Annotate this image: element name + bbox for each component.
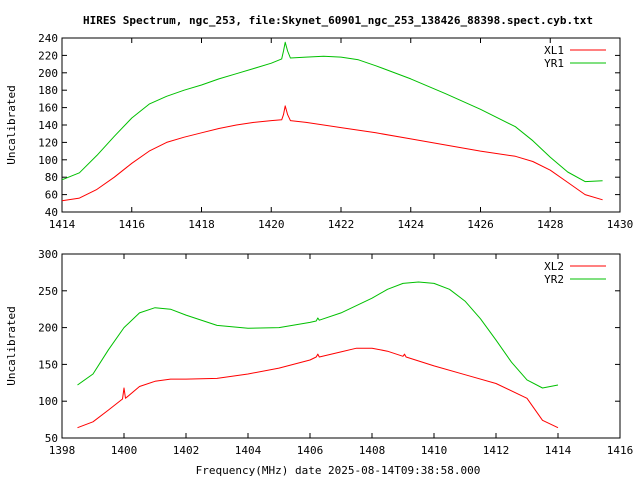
legend-label: XL2	[544, 260, 564, 273]
y-tick-label: 40	[45, 206, 58, 219]
x-tick-label: 1406	[297, 444, 324, 457]
x-tick-label: 1408	[359, 444, 386, 457]
x-tick-label: 1424	[398, 218, 425, 231]
legend-label: YR1	[544, 57, 564, 70]
y-tick-label: 140	[38, 119, 58, 132]
x-tick-label: 1420	[258, 218, 285, 231]
x-tick-label: 1416	[607, 444, 634, 457]
plot-frame	[61, 37, 621, 213]
x-tick-label: 1414	[49, 218, 76, 231]
figure-title: HIRES Spectrum, ngc_253, file:Skynet_609…	[83, 14, 593, 27]
y-tick-label: 80	[45, 171, 58, 184]
y-tick-label: 200	[38, 322, 58, 335]
x-tick-label: 1398	[49, 444, 76, 457]
y-tick-label: 200	[38, 67, 58, 80]
y-tick-label: 300	[38, 248, 58, 261]
x-tick-label: 1428	[537, 218, 564, 231]
series-line-yr1	[61, 41, 603, 183]
y-tick-label: 240	[38, 32, 58, 45]
x-tick-label: 1404	[235, 444, 262, 457]
x-tick-label: 1422	[328, 218, 355, 231]
x-tick-label: 1410	[421, 444, 448, 457]
y-tick-label: 120	[38, 136, 58, 149]
series-line-xl2	[77, 347, 559, 429]
y-tick-label: 220	[38, 49, 58, 62]
y-tick-label: 150	[38, 358, 58, 371]
plot-frame	[61, 253, 621, 439]
x-tick-label: 1402	[173, 444, 200, 457]
chart-panel-2: 1398 1400 1402 1404 1406 1408 1410 1412 1414 1416…	[5, 248, 633, 457]
y-tick-label: 100	[38, 395, 58, 408]
x-tick-label: 1412	[483, 444, 510, 457]
y-tick-label: 60	[45, 189, 58, 202]
y-tick-label: 50	[45, 432, 58, 445]
series-line-xl1	[61, 105, 603, 202]
y-tick-label: 160	[38, 102, 58, 115]
x-tick-label: 1426	[467, 218, 494, 231]
series-line-yr2	[77, 281, 559, 389]
y-axis-label: Uncalibrated	[5, 85, 18, 164]
chart-panel-1: 1414 1416 1418 1420 1422 1424 1426 1428 1430 40 60…	[5, 32, 633, 231]
y-tick-label: 250	[38, 285, 58, 298]
x-axis-label: Frequency(MHz) date 2025-08-14T09:38:58.…	[196, 464, 481, 477]
x-tick-label: 1400	[111, 444, 138, 457]
legend-label: XL1	[544, 44, 564, 57]
x-tick-label: 1416	[119, 218, 146, 231]
x-tick-label: 1430	[607, 218, 634, 231]
x-tick-label: 1414	[545, 444, 572, 457]
y-axis-label: Uncalibrated	[5, 306, 18, 385]
y-tick-label: 180	[38, 84, 58, 97]
legend-label: YR2	[544, 273, 564, 286]
y-tick-label: 100	[38, 154, 58, 167]
x-tick-label: 1418	[188, 218, 215, 231]
